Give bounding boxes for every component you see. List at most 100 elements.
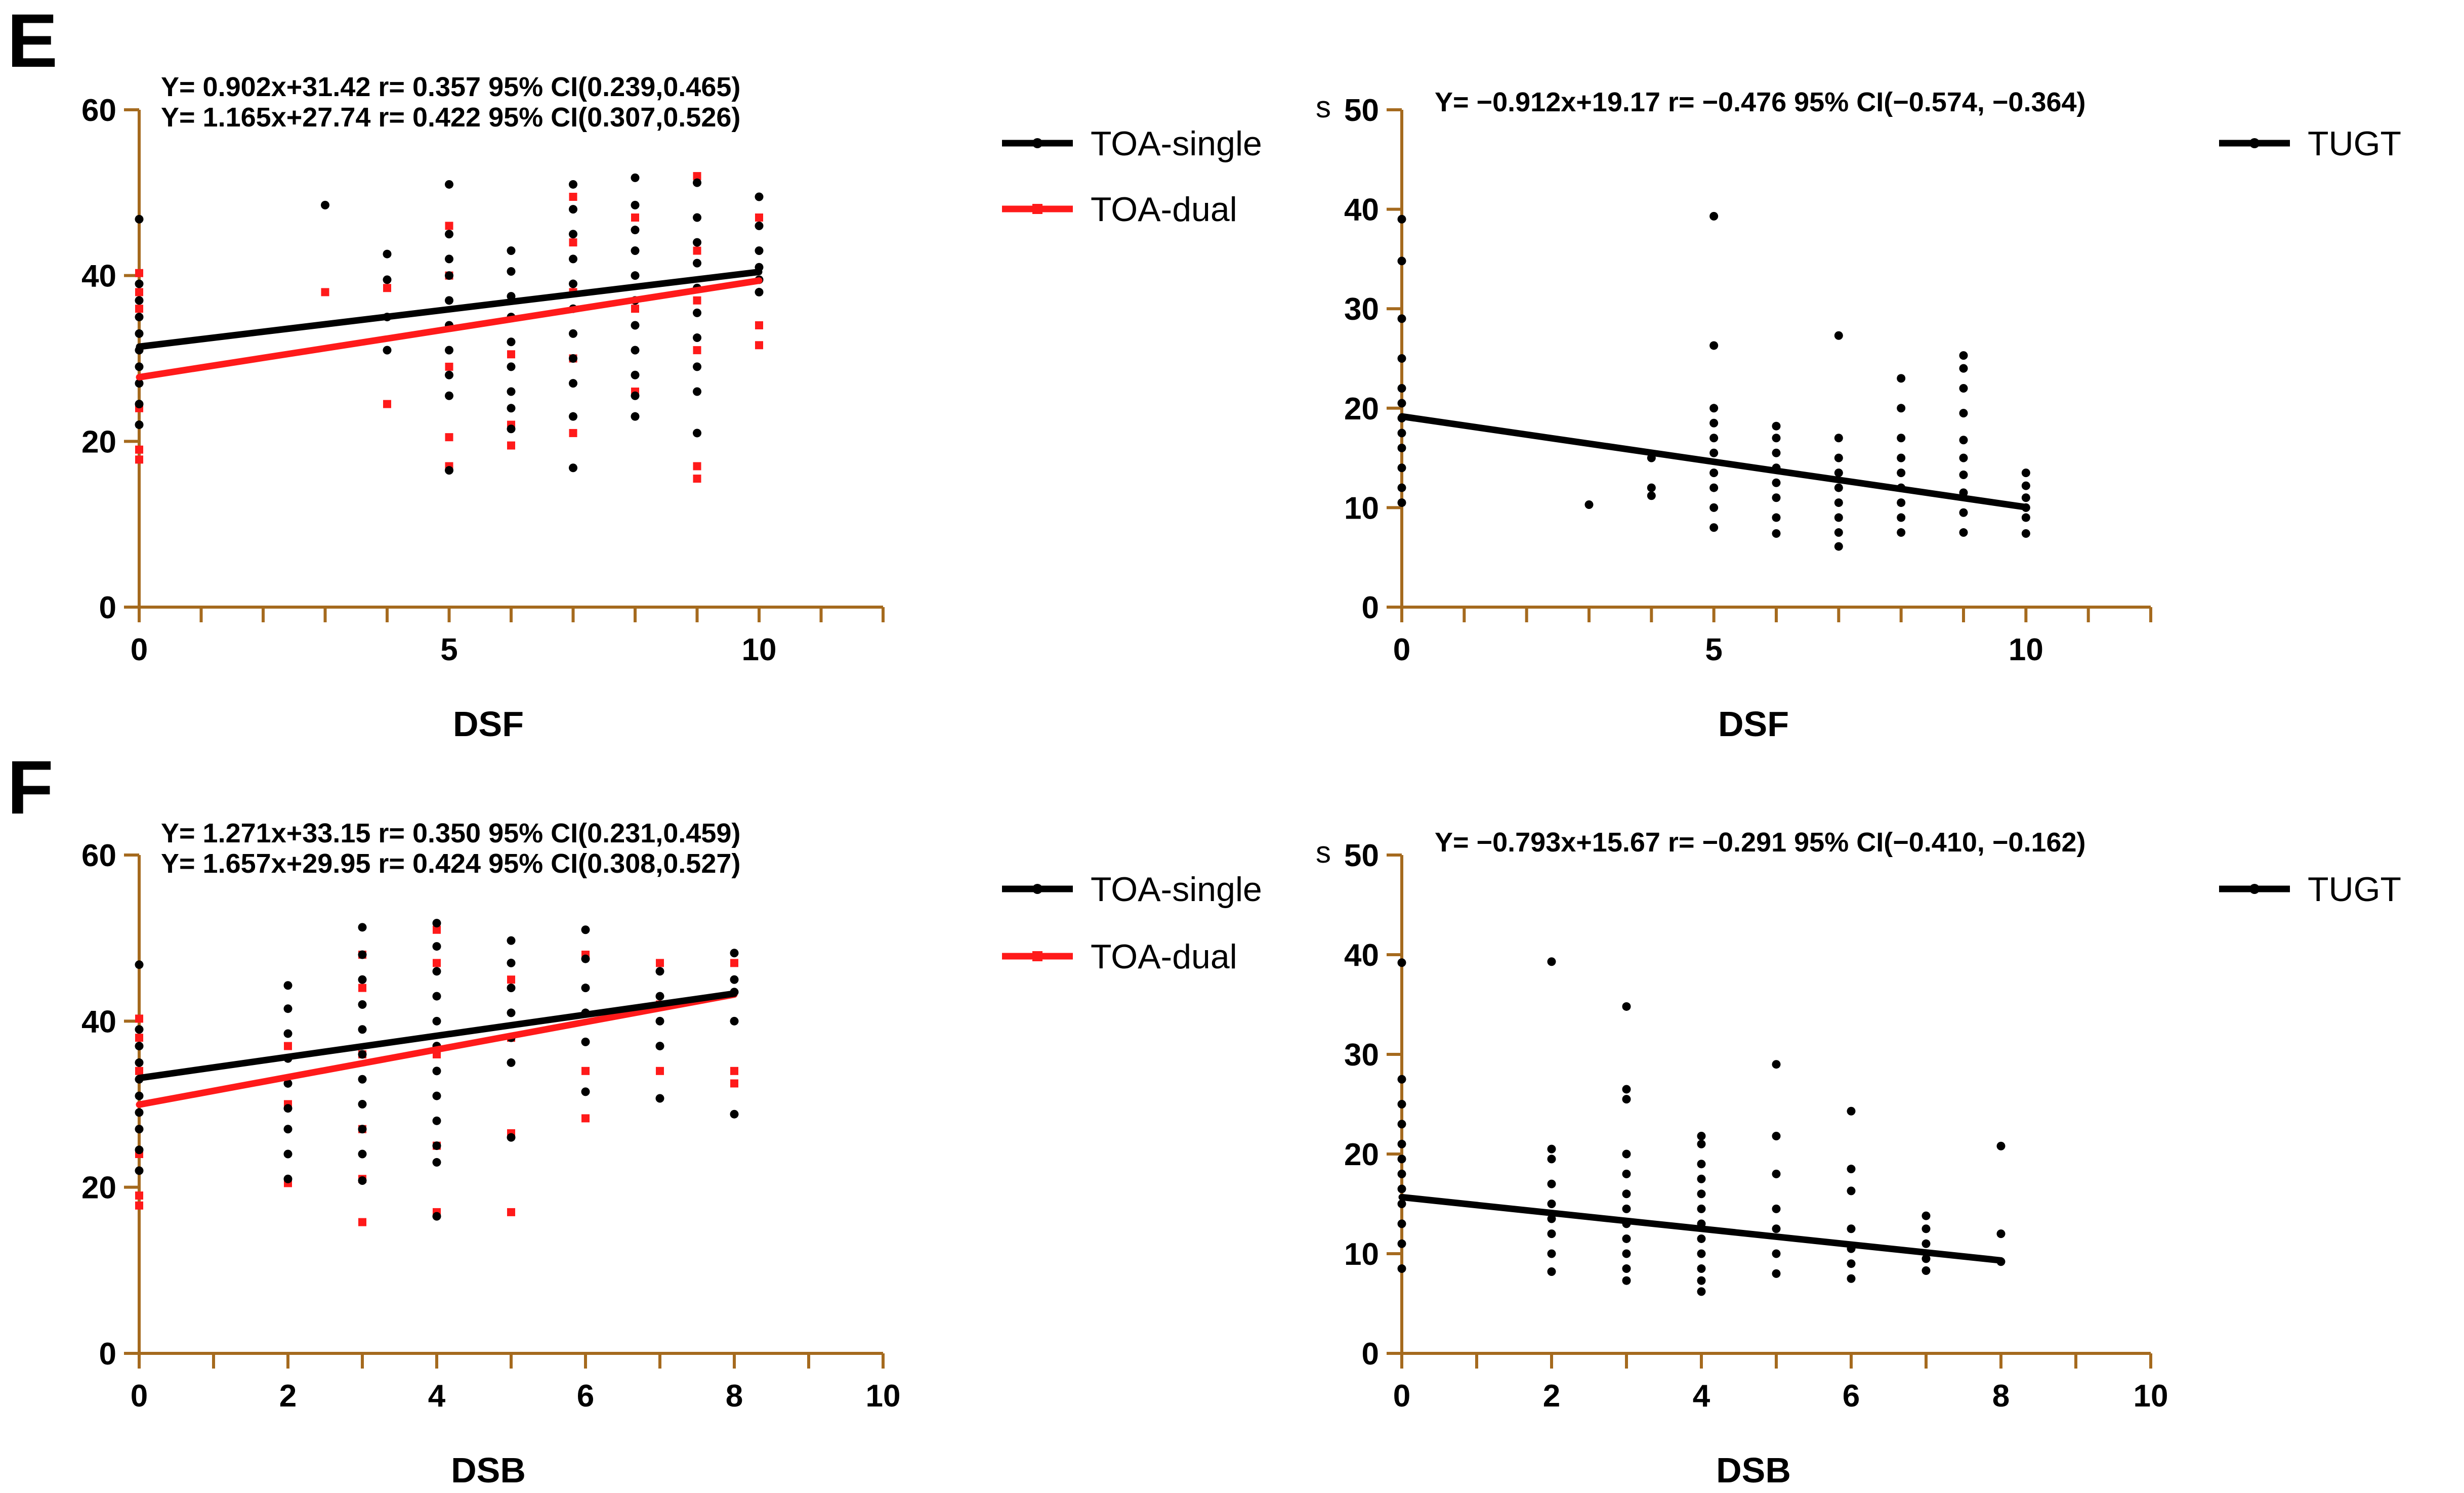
data-point (730, 975, 739, 984)
legend-item: TUGT (2219, 870, 2401, 909)
data-point (1397, 215, 1406, 224)
data-point (569, 193, 577, 201)
data-point (1397, 1169, 1406, 1178)
data-point (1397, 1264, 1406, 1273)
data-point (631, 321, 640, 330)
data-point (569, 379, 577, 388)
data-point (283, 1079, 293, 1088)
data-point (1772, 1060, 1781, 1069)
data-point (507, 1008, 516, 1017)
data-point (1397, 1184, 1406, 1193)
data-point (1959, 409, 1968, 418)
data-point (432, 1067, 441, 1076)
data-point (358, 1125, 367, 1134)
data-point (2021, 513, 2030, 522)
data-point (755, 246, 764, 255)
data-point (507, 362, 516, 371)
regression-annotation: Y= −0.793x+15.67 r= −0.291 95% CI(−0.410… (1435, 827, 2086, 858)
y-tick-label: 50 (1344, 93, 1379, 128)
data-point (383, 400, 391, 408)
data-point (631, 226, 640, 235)
regression-line-toa-dual (136, 991, 738, 1108)
data-point (569, 429, 577, 437)
data-point (1547, 1155, 1556, 1164)
data-point (1622, 1149, 1631, 1159)
data-point (135, 1042, 144, 1051)
panel-letter-f: F (7, 745, 54, 830)
data-point (284, 1042, 292, 1050)
data-point (1772, 1269, 1781, 1278)
data-point (507, 984, 516, 993)
data-point (135, 305, 143, 313)
data-point (445, 230, 453, 239)
data-point (1772, 478, 1781, 487)
data-point (1547, 1144, 1556, 1154)
legend-marker (1032, 204, 1042, 214)
data-point (1772, 421, 1781, 431)
data-point (135, 215, 144, 224)
data-point (581, 984, 590, 993)
data-point (755, 213, 763, 222)
x-tick-label: 0 (131, 632, 148, 667)
legend-item: TOA-single (1002, 124, 1262, 163)
data-point (1772, 529, 1781, 538)
data-point (1897, 513, 1906, 522)
data-point (1959, 528, 1968, 537)
data-point (135, 420, 144, 430)
data-point (1547, 1214, 1556, 1223)
data-point (581, 1114, 590, 1123)
data-point (1697, 1189, 1706, 1199)
x-tick-label: 5 (1705, 632, 1722, 667)
data-point (631, 412, 640, 421)
data-point (135, 445, 143, 454)
x-axis-title: DSF (453, 704, 524, 744)
data-point (1547, 1249, 1556, 1258)
legend-item: TUGT (2219, 124, 2401, 163)
x-axis-title: DSB (1716, 1451, 1791, 1490)
data-point (445, 362, 453, 371)
data-point (1397, 483, 1406, 492)
data-point (135, 1067, 143, 1075)
data-point (507, 350, 515, 359)
data-point (1709, 448, 1719, 457)
y-tick-label: 30 (1344, 1038, 1379, 1073)
data-point (135, 455, 143, 464)
data-point (283, 981, 293, 990)
data-point (1897, 468, 1906, 478)
data-point (1622, 1276, 1631, 1285)
data-point (507, 1058, 516, 1067)
data-point (1959, 383, 1968, 393)
data-point (1622, 1204, 1631, 1213)
data-point (1959, 471, 1968, 480)
data-point (358, 1149, 367, 1159)
legend-marker (1032, 884, 1042, 894)
data-point (1959, 453, 1968, 462)
data-point (445, 222, 453, 230)
data-point (283, 1004, 293, 1013)
data-point (730, 1016, 739, 1026)
data-point (445, 296, 453, 305)
data-point (1996, 1229, 2006, 1239)
data-point (1697, 1132, 1706, 1141)
data-point (432, 919, 441, 928)
y-tick-label: 30 (1344, 292, 1379, 327)
data-point (1547, 1229, 1556, 1239)
data-point (1647, 483, 1656, 492)
data-point (655, 1042, 664, 1051)
data-point (135, 288, 143, 296)
data-point (135, 379, 144, 388)
data-point (1897, 528, 1906, 537)
regression-annotation: Y= −0.912x+19.17 r= −0.476 95% CI(−0.574… (1435, 87, 2086, 117)
data-point (1709, 523, 1719, 532)
y-tick-label: 0 (1362, 1337, 1379, 1372)
data-point (1547, 1179, 1556, 1188)
data-point (693, 172, 701, 181)
data-point (693, 308, 701, 317)
data-point (1847, 1224, 1856, 1233)
data-point (445, 391, 453, 400)
x-tick-label: 2 (1543, 1379, 1560, 1414)
x-tick-label: 8 (1992, 1379, 2010, 1414)
data-point (135, 362, 144, 371)
data-point (1709, 211, 1719, 221)
